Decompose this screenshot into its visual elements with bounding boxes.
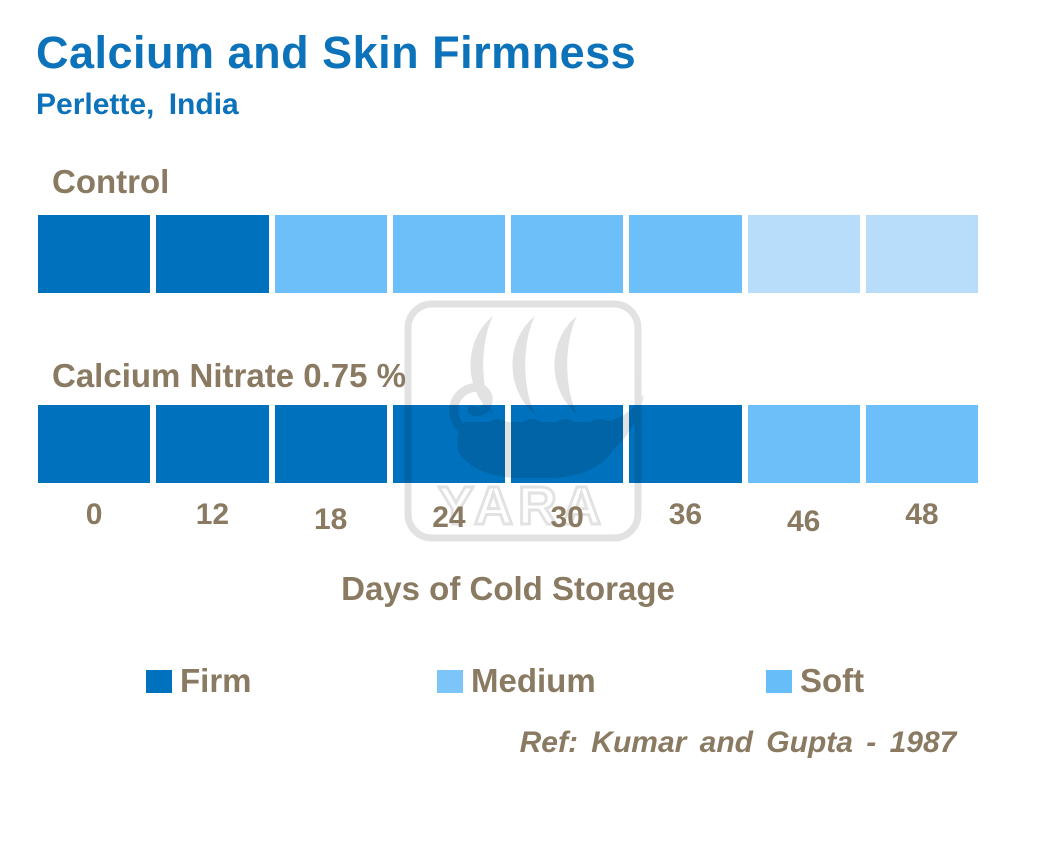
x-tick-46: 46 bbox=[786, 505, 821, 538]
x-axis-title: Days of Cold Storage bbox=[341, 570, 675, 607]
x-tick-36: 36 bbox=[668, 498, 703, 531]
x-tick-12: 12 bbox=[195, 498, 230, 531]
legend-label-medium: Medium bbox=[471, 662, 596, 699]
x-tick-18: 18 bbox=[313, 503, 348, 536]
bar-segment-control-day-36 bbox=[629, 215, 742, 293]
bar-segment-control-day-12 bbox=[156, 215, 269, 293]
bar-row-calcium-nitrate bbox=[38, 405, 978, 483]
legend-label-firm: Firm bbox=[180, 662, 252, 699]
bar-segment-calcium-nitrate-0-75-day-12 bbox=[156, 405, 269, 483]
chart-title: Calcium and Skin Firmness bbox=[36, 27, 637, 78]
legend-swatch-firm bbox=[146, 669, 172, 693]
legend-swatch-medium bbox=[437, 669, 463, 693]
series-label-control: Control bbox=[52, 163, 170, 200]
bar-segment-calcium-nitrate-0-75-day-36 bbox=[629, 405, 742, 483]
bar-segment-control-day-46 bbox=[747, 215, 860, 293]
bar-segment-control-day-48 bbox=[865, 215, 978, 293]
bar-segment-calcium-nitrate-0-75-day-24 bbox=[392, 405, 505, 483]
x-tick-30: 30 bbox=[550, 501, 584, 534]
legend-item-soft: Soft bbox=[766, 662, 864, 700]
x-tick-48: 48 bbox=[905, 498, 939, 531]
legend-item-medium: Medium bbox=[437, 662, 596, 700]
legend-swatch-soft bbox=[766, 669, 792, 693]
bar-segment-control-day-24 bbox=[392, 215, 505, 293]
bar-segment-control-day-0 bbox=[38, 215, 151, 293]
legend: Firm Medium Soft bbox=[0, 662, 1051, 702]
bar-row-control bbox=[38, 215, 978, 293]
chart-subtitle: Perlette, India bbox=[36, 88, 239, 121]
bar-segment-calcium-nitrate-0-75-day-46 bbox=[747, 405, 860, 483]
x-axis-ticks: 0 12 18 24 30 36 46 48 bbox=[38, 498, 978, 538]
x-tick-24: 24 bbox=[432, 501, 466, 534]
series-label-calcium-nitrate: Calcium Nitrate 0.75 % bbox=[52, 357, 406, 394]
bar-segment-calcium-nitrate-0-75-day-18 bbox=[274, 405, 387, 483]
reference-annotation: Ref: Kumar and Gupta - 1987 bbox=[519, 726, 957, 759]
bar-segment-control-day-18 bbox=[274, 215, 387, 293]
bar-segment-calcium-nitrate-0-75-day-30 bbox=[511, 405, 624, 483]
bar-segment-calcium-nitrate-0-75-day-0 bbox=[38, 405, 151, 483]
bar-segment-control-day-30 bbox=[511, 215, 624, 293]
x-tick-0: 0 bbox=[85, 498, 103, 531]
bar-segment-calcium-nitrate-0-75-day-48 bbox=[865, 405, 978, 483]
legend-label-soft: Soft bbox=[800, 662, 865, 699]
legend-item-firm: Firm bbox=[146, 662, 252, 700]
